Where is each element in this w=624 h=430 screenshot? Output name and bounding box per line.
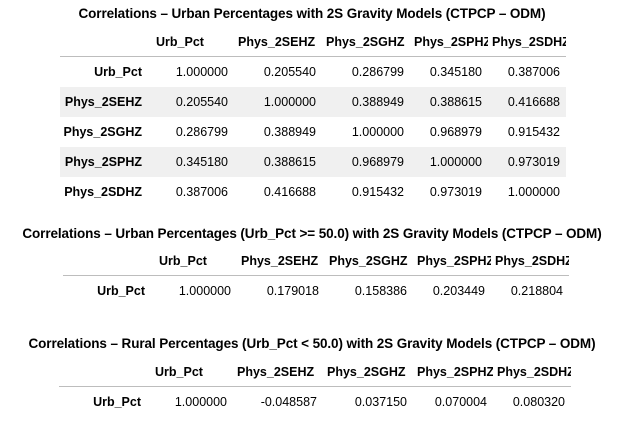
- table-cell: 0.387006: [175, 185, 228, 199]
- table-cell: 0.070004: [434, 395, 487, 409]
- column-header: Phys_2SDHZ: [493, 358, 571, 387]
- table-cell: 0.388615: [234, 147, 322, 177]
- table-cell: -0.048587: [260, 395, 317, 409]
- table-cell: 0.286799: [175, 125, 228, 139]
- table-header-row: Urb_Pct Phys_2SEHZ Phys_2SGHZ Phys_2SPHZ…: [59, 358, 571, 387]
- header-corner: [59, 358, 151, 387]
- table-row: Urb_Pct 1.000000 0.179018 0.158386 0.203…: [63, 276, 569, 307]
- header-corner: [60, 28, 152, 57]
- column-header: Phys_2SEHZ: [233, 358, 323, 387]
- column-header: Phys_2SGHZ: [322, 28, 410, 57]
- column-header: Phys_2SPHZ: [413, 247, 491, 276]
- table-row: Phys_2SDHZ 0.387006 0.416688 0.915432 0.…: [60, 177, 566, 207]
- table-cell: 0.205540: [152, 87, 234, 117]
- correlation-table: Urb_Pct Phys_2SEHZ Phys_2SGHZ Phys_2SPHZ…: [63, 247, 569, 306]
- correlation-table: Urb_Pct Phys_2SEHZ Phys_2SGHZ Phys_2SPHZ…: [59, 358, 571, 417]
- column-header: Phys_2SEHZ: [234, 28, 322, 57]
- table-cell: 0.345180: [429, 65, 482, 79]
- column-header: Phys_2SGHZ: [323, 358, 413, 387]
- table-cell: 0.387006: [507, 65, 560, 79]
- column-header: Phys_2SPHZ: [410, 28, 488, 57]
- table-cell: 0.388949: [322, 87, 410, 117]
- table-cell: 0.345180: [152, 147, 234, 177]
- table-cell: 0.973019: [488, 147, 566, 177]
- column-header: Phys_2SEHZ: [237, 247, 325, 276]
- table-cell: 0.915432: [351, 185, 404, 199]
- table-cell: 0.203449: [432, 284, 485, 298]
- table-cell: 0.388615: [410, 87, 488, 117]
- column-header: Urb_Pct: [151, 358, 233, 387]
- section-title: Correlations – Urban Percentages (Urb_Pc…: [22, 226, 602, 241]
- table-header-row: Urb_Pct Phys_2SEHZ Phys_2SGHZ Phys_2SPHZ…: [63, 247, 569, 276]
- column-header: Urb_Pct: [155, 247, 237, 276]
- table-cell: 0.388949: [263, 125, 316, 139]
- row-label: Phys_2SEHZ: [60, 87, 152, 117]
- table-cell: 0.205540: [263, 65, 316, 79]
- row-label: Urb_Pct: [93, 395, 141, 409]
- table-cell: 1.000000: [175, 65, 228, 79]
- table-cell: 0.915432: [507, 125, 560, 139]
- table-cell: 0.158386: [354, 284, 407, 298]
- table-cell: 1.000000: [410, 147, 488, 177]
- table-cell: 1.000000: [234, 87, 322, 117]
- row-label: Phys_2SGHZ: [63, 125, 142, 139]
- section-title: Correlations – Rural Percentages (Urb_Pc…: [28, 336, 596, 351]
- table-row: Phys_2SPHZ 0.345180 0.388615 0.968979 1.…: [60, 147, 566, 177]
- table-cell: 1.000000: [351, 125, 404, 139]
- table-cell: 0.416688: [263, 185, 316, 199]
- table-cell: 0.218804: [510, 284, 563, 298]
- section-title: Correlations – Urban Percentages with 2S…: [78, 6, 546, 21]
- table-cell: 0.968979: [322, 147, 410, 177]
- correlation-table: Urb_Pct Phys_2SEHZ Phys_2SGHZ Phys_2SPHZ…: [60, 28, 566, 207]
- header-corner: [63, 247, 155, 276]
- row-label: Phys_2SDHZ: [64, 185, 142, 199]
- table-header-row: Urb_Pct Phys_2SEHZ Phys_2SGHZ Phys_2SPHZ…: [60, 28, 566, 57]
- row-label: Urb_Pct: [94, 65, 142, 79]
- table-cell: 1.000000: [174, 395, 227, 409]
- table-cell: 1.000000: [507, 185, 560, 199]
- column-header: Phys_2SGHZ: [325, 247, 413, 276]
- table-row: Phys_2SEHZ 0.205540 1.000000 0.388949 0.…: [60, 87, 566, 117]
- table-row: Urb_Pct 1.000000 -0.048587 0.037150 0.07…: [59, 387, 571, 418]
- column-header: Phys_2SDHZ: [491, 247, 569, 276]
- table-row: Urb_Pct 1.000000 0.205540 0.286799 0.345…: [60, 57, 566, 88]
- table-cell: 0.286799: [351, 65, 404, 79]
- table-row: Phys_2SGHZ 0.286799 0.388949 1.000000 0.…: [60, 117, 566, 147]
- table-cell: 0.973019: [429, 185, 482, 199]
- table-cell: 0.080320: [512, 395, 565, 409]
- table-cell: 0.179018: [266, 284, 319, 298]
- row-label: Urb_Pct: [97, 284, 145, 298]
- column-header: Urb_Pct: [152, 28, 234, 57]
- table-cell: 0.416688: [488, 87, 566, 117]
- table-cell: 1.000000: [178, 284, 231, 298]
- table-cell: 0.037150: [354, 395, 407, 409]
- table-cell: 0.968979: [429, 125, 482, 139]
- row-label: Phys_2SPHZ: [60, 147, 152, 177]
- column-header: Phys_2SDHZ: [488, 28, 566, 57]
- column-header: Phys_2SPHZ: [413, 358, 493, 387]
